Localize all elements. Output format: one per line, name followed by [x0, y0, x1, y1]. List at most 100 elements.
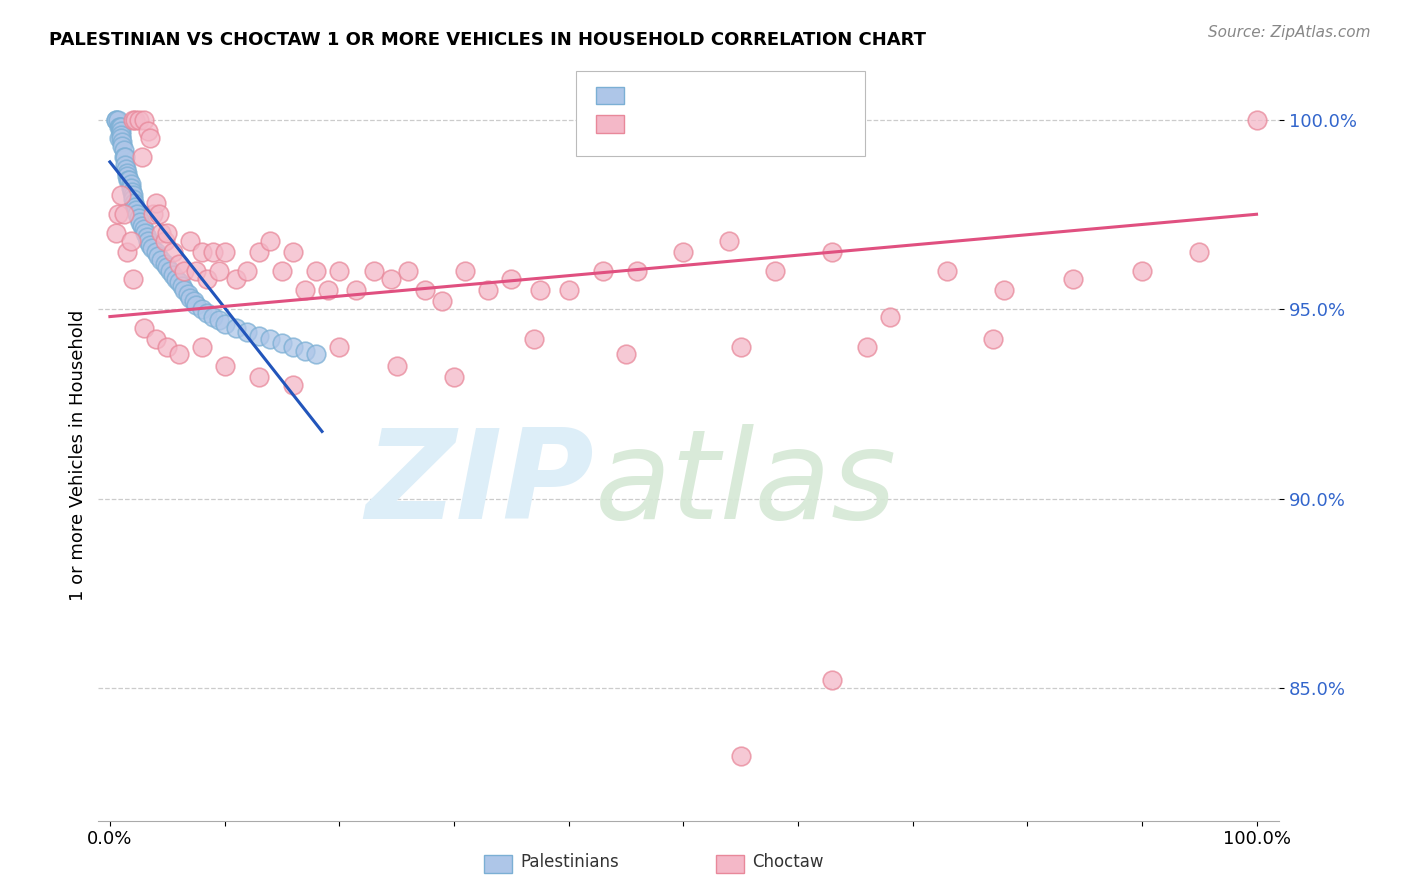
Point [159, 264, 181, 278]
Point [294, 343, 316, 358]
Point [363, 264, 385, 278]
Point [131, 219, 153, 233]
Text: Choctaw: Choctaw [752, 853, 824, 871]
Text: R =: R = [633, 87, 672, 104]
Point [127, 207, 149, 221]
Point [108, 131, 131, 145]
Point [104, 112, 127, 127]
Point [150, 252, 173, 267]
Point [730, 340, 752, 354]
Point [294, 283, 316, 297]
Point [259, 332, 281, 346]
Point [134, 226, 156, 240]
Point [981, 332, 1004, 346]
Point [122, 195, 145, 210]
Point [167, 256, 190, 270]
Point [821, 673, 844, 688]
Point [879, 310, 901, 324]
Point [104, 112, 127, 127]
Point [134, 222, 156, 236]
Point [112, 207, 135, 221]
Text: Source: ZipAtlas.com: Source: ZipAtlas.com [1208, 25, 1371, 40]
Point [110, 128, 132, 142]
Point [208, 264, 231, 278]
Point [172, 279, 194, 293]
Point [139, 237, 162, 252]
Point [167, 347, 190, 361]
Point [121, 192, 143, 206]
Point [118, 173, 141, 187]
Point [104, 226, 127, 240]
Point [124, 112, 146, 127]
Point [529, 283, 551, 297]
Point [153, 256, 176, 270]
Point [380, 271, 402, 285]
Point [432, 294, 454, 309]
Point [523, 332, 546, 346]
Point [1188, 245, 1211, 260]
Y-axis label: 1 or more Vehicles in Household: 1 or more Vehicles in Household [69, 310, 87, 600]
Point [283, 377, 305, 392]
Point [162, 245, 184, 260]
Point [146, 249, 169, 263]
Point [120, 234, 142, 248]
Point [173, 264, 195, 278]
Point [150, 226, 173, 240]
Point [162, 268, 184, 282]
Point [385, 359, 408, 373]
Point [247, 328, 270, 343]
Point [821, 245, 844, 260]
Point [225, 271, 247, 285]
Point [121, 271, 143, 285]
Point [111, 135, 134, 149]
Point [179, 234, 201, 248]
Point [190, 301, 212, 316]
Point [156, 226, 179, 240]
Point [1130, 264, 1153, 278]
Point [614, 347, 637, 361]
Point [114, 158, 136, 172]
Point [236, 264, 259, 278]
Point [173, 283, 195, 297]
Point [730, 749, 752, 764]
Point [121, 112, 143, 127]
Text: R =: R = [633, 115, 672, 133]
Point [136, 124, 159, 138]
Point [124, 200, 146, 214]
Point [177, 286, 200, 301]
Point [112, 150, 135, 164]
Point [283, 245, 305, 260]
Point [1246, 112, 1268, 127]
Point [557, 283, 579, 297]
Point [111, 139, 134, 153]
Point [184, 298, 207, 312]
Point [139, 131, 162, 145]
Point [121, 185, 143, 199]
Point [141, 241, 163, 255]
Point [247, 245, 270, 260]
Point [592, 264, 614, 278]
Point [443, 370, 465, 384]
Point [121, 188, 143, 202]
Point [396, 264, 419, 278]
Point [148, 207, 170, 221]
Point [145, 195, 167, 210]
Point [344, 283, 367, 297]
Text: 0.102: 0.102 [672, 115, 728, 133]
Point [156, 340, 179, 354]
Point [115, 245, 138, 260]
Point [328, 340, 350, 354]
Point [184, 264, 207, 278]
Point [270, 336, 292, 351]
Text: 81: 81 [770, 115, 796, 133]
Point [165, 271, 187, 285]
Point [136, 234, 159, 248]
Point [134, 112, 156, 127]
Point [413, 283, 436, 297]
Point [208, 313, 231, 327]
Point [316, 283, 339, 297]
Point [115, 169, 138, 184]
Text: Palestinians: Palestinians [520, 853, 619, 871]
Point [107, 207, 129, 221]
Point [115, 165, 138, 179]
